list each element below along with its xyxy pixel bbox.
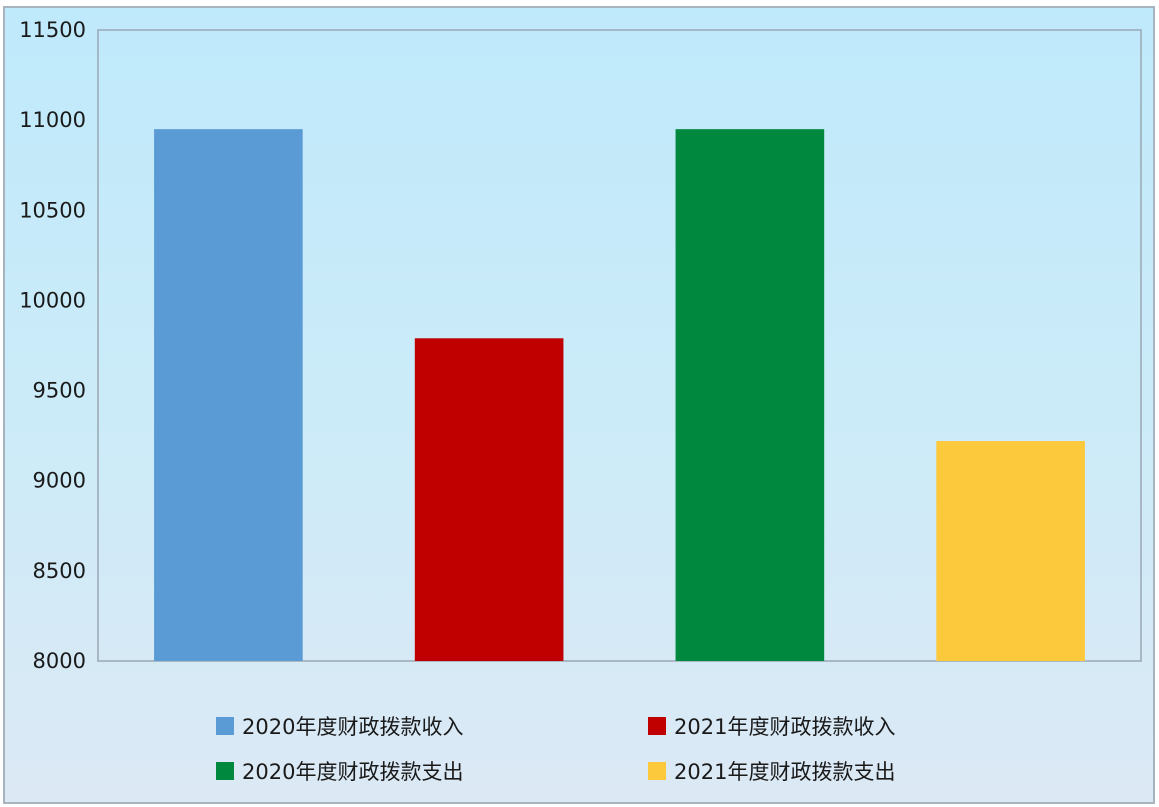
y-tick-label: 9500: [33, 379, 86, 403]
plot-area: [97, 29, 1142, 662]
legend-label: 2021年度财政拨款支出: [674, 760, 895, 784]
legend: 2020年度财政拨款收入 2021年度财政拨款收入 2020年度财政拨款支出 2021…: [216, 715, 895, 784]
y-axis: 8000 8500 9000 9500 10000 10500 11000 11500: [19, 18, 86, 673]
bar-1: [154, 129, 303, 661]
y-tick-label: 8500: [33, 559, 86, 583]
y-tick-label: 11000: [19, 108, 86, 132]
legend-swatch: [648, 717, 666, 735]
legend-swatch: [648, 762, 666, 780]
legend-swatch: [216, 762, 234, 780]
legend-swatch: [216, 717, 234, 735]
plot-border: [97, 29, 1142, 662]
bars: [154, 129, 1085, 661]
bar-2: [414, 338, 564, 661]
legend-label: 2020年度财政拨款支出: [242, 760, 463, 784]
y-tick-label: 11500: [19, 18, 86, 42]
y-tick-label: 10500: [19, 198, 86, 222]
y-tick-label: 10000: [19, 288, 86, 312]
y-tick-label: 9000: [33, 469, 86, 493]
legend-label: 2020年度财政拨款收入: [242, 715, 463, 739]
y-tick-label: 8000: [33, 649, 86, 673]
legend-label: 2021年度财政拨款收入: [674, 715, 895, 739]
bar-4: [936, 441, 1085, 661]
bar-3: [675, 129, 825, 661]
